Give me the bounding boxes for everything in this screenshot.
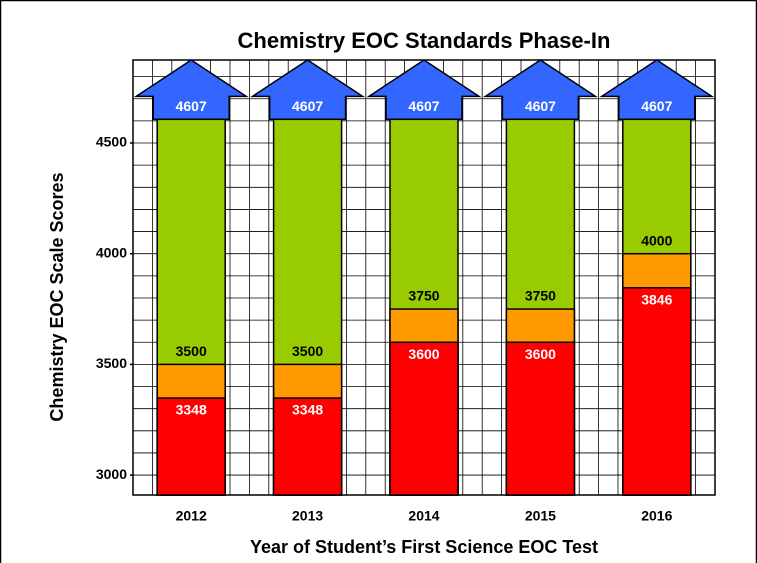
data-label: 3348 [292, 402, 323, 418]
arrow [250, 59, 366, 121]
data-label: 4607 [641, 98, 672, 114]
bar-segment [622, 287, 692, 496]
y-tick-label: 3500 [96, 355, 127, 371]
chart-title: Chemistry EOC Standards Phase-In [238, 28, 611, 53]
data-label: 3600 [525, 346, 556, 362]
data-label: 3846 [641, 291, 672, 307]
data-label: 4607 [525, 98, 556, 114]
x-tick-label: 2013 [292, 508, 323, 524]
y-tick-label: 3000 [96, 466, 127, 482]
bar-segment [389, 341, 459, 496]
bar-segment [505, 341, 576, 496]
data-label: 3500 [176, 343, 207, 359]
data-label: 4000 [641, 232, 672, 248]
data-label: 3750 [408, 288, 439, 304]
data-label: 4607 [408, 98, 439, 114]
x-axis-label: Year of Student’s First Science EOC Test [250, 537, 598, 557]
y-axis-label: Chemistry EOC Scale Scores [47, 172, 67, 421]
data-label: 4607 [292, 98, 323, 114]
arrow [482, 59, 598, 121]
bar-segment [272, 397, 343, 496]
data-label: 3500 [292, 343, 323, 359]
x-tick-label: 2012 [176, 508, 207, 524]
data-label: 3600 [408, 346, 439, 362]
arrow [599, 59, 715, 121]
x-tick-label: 2015 [525, 508, 556, 524]
x-tick-label: 2016 [641, 508, 672, 524]
arrow [366, 59, 482, 121]
arrow [133, 59, 249, 121]
data-label: 3750 [525, 288, 556, 304]
y-tick-label: 4500 [96, 134, 127, 150]
data-label: 3348 [176, 402, 207, 418]
bar-segment [156, 397, 226, 496]
data-label: 4607 [176, 98, 207, 114]
y-tick-label: 4000 [96, 244, 127, 260]
x-tick-label: 2014 [408, 508, 439, 524]
